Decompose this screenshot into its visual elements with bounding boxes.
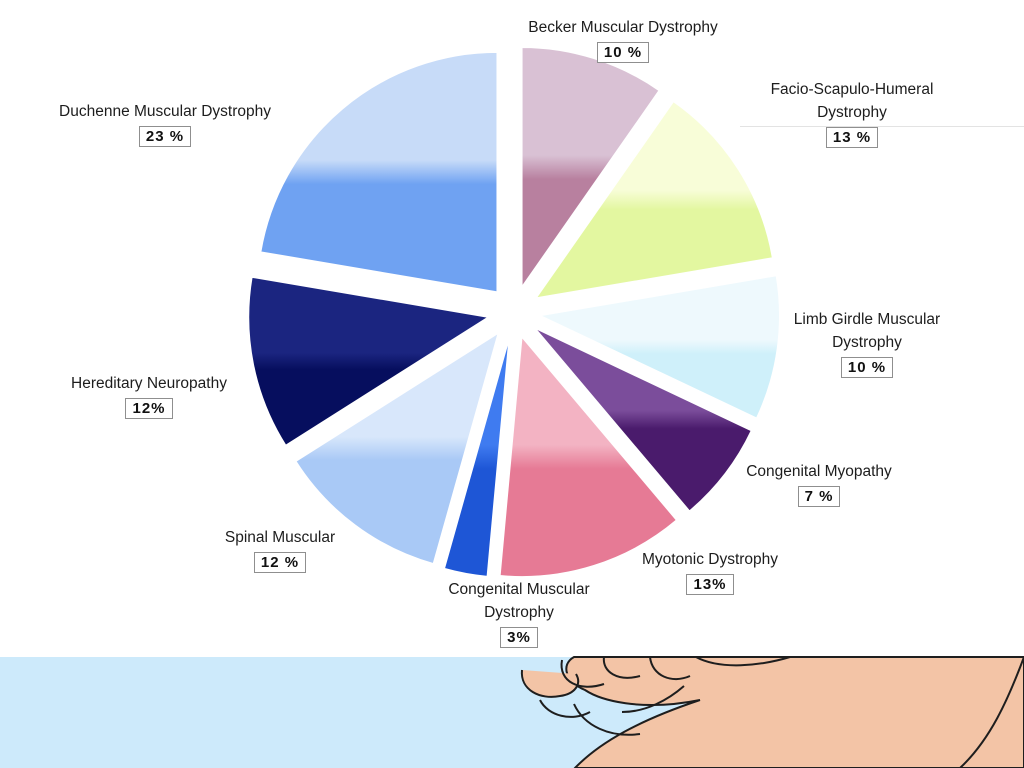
label-text: Dystrophy bbox=[484, 604, 554, 621]
bottom-band bbox=[0, 657, 1024, 768]
percent-badge: 10 % bbox=[840, 357, 894, 378]
label-text: Hereditary Neuropathy bbox=[71, 375, 227, 392]
pie-slice-congenital-muscular-dystrophy bbox=[443, 337, 511, 578]
percent-badge: 10 % bbox=[596, 42, 650, 63]
slice-label-becker: Becker Muscular Dystrophy 10 % bbox=[500, 16, 746, 64]
slice-label-congenital-muscular: Congenital Muscular Dystrophy 3% bbox=[430, 578, 608, 649]
slice-label-limb-girdle: Limb Girdle Muscular Dystrophy 10 % bbox=[772, 308, 962, 379]
label-text: Congenital Muscular bbox=[448, 581, 590, 598]
slice-label-facio: Facio-Scapulo-Humeral Dystrophy 13 % bbox=[742, 78, 962, 149]
percent-badge: 13% bbox=[686, 574, 734, 595]
label-text: Dystrophy bbox=[817, 104, 887, 121]
slice-label-myotonic: Myotonic Dystrophy 13% bbox=[622, 548, 798, 596]
percent-badge: 7 % bbox=[797, 486, 841, 507]
label-text: Becker Muscular Dystrophy bbox=[528, 19, 718, 36]
pie-slice-duchenne-muscular-dystrophy bbox=[259, 51, 498, 294]
label-text: Facio-Scapulo-Humeral bbox=[770, 81, 934, 98]
pie-slice-congenital-myopathy bbox=[534, 327, 753, 513]
label-text: Spinal Muscular bbox=[224, 529, 336, 546]
percent-badge: 3% bbox=[500, 627, 538, 648]
pie-slice-becker-muscular-dystrophy bbox=[521, 46, 661, 290]
slice-label-spinal-muscular: Spinal Muscular 12 % bbox=[204, 526, 356, 574]
percent-badge: 13 % bbox=[825, 127, 879, 148]
label-text: Limb Girdle Muscular bbox=[793, 311, 941, 328]
percent-badge: 12 % bbox=[253, 552, 307, 573]
divider-line bbox=[740, 126, 1024, 127]
percent-badge: 23 % bbox=[138, 126, 192, 147]
label-text: Congenital Myopathy bbox=[746, 463, 892, 480]
slice-label-duchenne: Duchenne Muscular Dystrophy 23 % bbox=[30, 100, 300, 148]
slice-label-congenital-myopathy: Congenital Myopathy 7 % bbox=[728, 460, 910, 508]
pie-slice-facio-scapulo-humeral-dystrophy bbox=[534, 100, 774, 300]
pie-slice-myotonic-dystrophy bbox=[499, 334, 678, 578]
percent-badge: 12% bbox=[125, 398, 173, 419]
slice-label-hereditary-neuropathy: Hereditary Neuropathy 12% bbox=[46, 372, 252, 420]
label-text: Dystrophy bbox=[832, 334, 902, 351]
pie-slice-hereditary-neuropathy bbox=[247, 276, 491, 447]
label-text: Duchenne Muscular Dystrophy bbox=[59, 103, 271, 120]
label-text: Myotonic Dystrophy bbox=[641, 551, 779, 568]
pie-slice-spinal-muscular bbox=[294, 331, 500, 565]
pie-slice-limb-girdle-muscular-dystrophy bbox=[537, 274, 781, 420]
